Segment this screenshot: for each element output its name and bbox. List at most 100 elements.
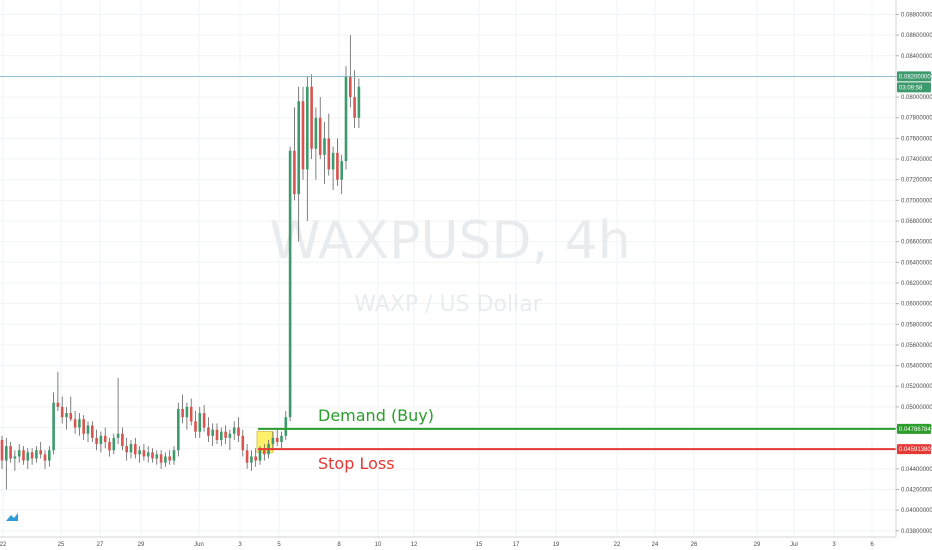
tradingview-logo-icon[interactable] bbox=[6, 513, 18, 521]
candle bbox=[275, 429, 279, 447]
y-tick-label: 0.05200000 bbox=[901, 384, 932, 390]
candle bbox=[241, 429, 245, 457]
time-axis[interactable]: 22 25 27 29 Jun 3 5 8 10 12 15 17 19 22 24 26 29 Jul 3 6 bbox=[0, 536, 896, 548]
watermark-description: WAXP / US Dollar bbox=[354, 292, 543, 317]
price-tags: 0.08200000 03:09:58 0.04786784 0.04591380 bbox=[897, 71, 931, 455]
last-price-tag-bg bbox=[897, 71, 931, 82]
y-tick-label: 0.08600000 bbox=[901, 33, 932, 39]
candle bbox=[134, 437, 137, 459]
x-tick-label: 12 bbox=[411, 542, 418, 548]
candle bbox=[168, 450, 171, 465]
candle bbox=[138, 446, 141, 463]
x-tick-label: 8 bbox=[337, 542, 341, 548]
candle bbox=[129, 439, 133, 459]
candle bbox=[353, 70, 356, 129]
countdown-tag-bg bbox=[897, 82, 931, 93]
candle bbox=[108, 437, 111, 457]
candle bbox=[172, 446, 176, 465]
demand-price-tag-bg bbox=[897, 423, 931, 434]
y-tick-label: 0.05000000 bbox=[901, 405, 932, 411]
candle bbox=[103, 427, 107, 449]
y-tick-label: 0.07200000 bbox=[901, 178, 932, 184]
y-tick-label: 0.06600000 bbox=[901, 240, 932, 246]
candle bbox=[198, 406, 202, 438]
candle bbox=[86, 421, 90, 442]
y-tick-label: 0.08000000 bbox=[901, 95, 932, 101]
candle bbox=[48, 446, 51, 467]
x-tick-label: 6 bbox=[870, 542, 874, 548]
y-tick-label: 0.04000000 bbox=[901, 508, 932, 514]
candle bbox=[323, 121, 326, 184]
candle bbox=[301, 86, 305, 180]
candle bbox=[177, 402, 180, 457]
candle bbox=[189, 398, 193, 426]
candle bbox=[228, 429, 232, 451]
x-tick-label: 17 bbox=[513, 542, 520, 548]
x-tick-label: 29 bbox=[754, 542, 761, 548]
x-tick-label: 5 bbox=[277, 542, 281, 548]
candle bbox=[349, 35, 352, 108]
candle bbox=[310, 74, 313, 160]
candle bbox=[220, 427, 223, 447]
x-tick-label: 25 bbox=[58, 542, 65, 548]
candle bbox=[297, 86, 300, 242]
candle bbox=[52, 392, 55, 455]
candles bbox=[0, 35, 361, 490]
candle bbox=[318, 97, 322, 160]
grid-lines bbox=[0, 0, 896, 537]
candle bbox=[35, 446, 38, 463]
candle bbox=[146, 446, 150, 463]
candle bbox=[280, 431, 283, 449]
x-tick-label: 29 bbox=[138, 542, 145, 548]
x-tick-label: Jul bbox=[790, 542, 798, 548]
y-tick-label: 0.04200000 bbox=[901, 487, 932, 493]
candle bbox=[99, 431, 103, 453]
candle bbox=[232, 421, 236, 440]
candle bbox=[271, 431, 275, 451]
candle bbox=[151, 448, 154, 463]
candle bbox=[181, 394, 184, 424]
candle bbox=[340, 154, 343, 195]
candle bbox=[185, 402, 189, 430]
candle bbox=[82, 415, 85, 440]
candle bbox=[39, 441, 42, 459]
y-tick-label: 0.06400000 bbox=[901, 260, 932, 266]
last-price-tag: 0.08200000 bbox=[899, 74, 931, 80]
candle bbox=[224, 425, 227, 445]
price-lines: Demand (Buy) Stop Loss bbox=[0, 76, 896, 473]
candle bbox=[288, 146, 292, 422]
candle bbox=[215, 423, 219, 445]
candle bbox=[250, 450, 253, 471]
stop-loss-label: Stop Loss bbox=[318, 454, 395, 473]
y-tick-label: 0.03800000 bbox=[901, 529, 932, 535]
candle bbox=[237, 417, 240, 442]
candle bbox=[202, 404, 206, 432]
demand-price-tag: 0.04786784 bbox=[899, 427, 931, 433]
candle bbox=[0, 435, 4, 469]
x-tick-label: 15 bbox=[476, 542, 483, 548]
y-tick-label: 0.07400000 bbox=[901, 157, 932, 163]
candle bbox=[65, 406, 68, 430]
y-tick-label: 0.06000000 bbox=[901, 302, 932, 308]
y-tick-label: 0.05600000 bbox=[901, 343, 932, 349]
x-tick-label: 10 bbox=[375, 542, 382, 548]
y-tick-label: 0.07000000 bbox=[901, 198, 932, 204]
candle bbox=[95, 429, 98, 451]
candle bbox=[17, 444, 21, 463]
candle bbox=[306, 76, 309, 221]
candle bbox=[155, 450, 159, 465]
candle bbox=[112, 433, 116, 455]
candle bbox=[344, 66, 348, 170]
price-axis[interactable]: 0.08800000 0.08600000 0.08400000 0.08200000… bbox=[895, 0, 932, 537]
y-tick-label: 0.06200000 bbox=[901, 281, 932, 287]
candle bbox=[22, 446, 25, 465]
candle bbox=[211, 423, 214, 447]
candle bbox=[293, 107, 296, 201]
candle bbox=[284, 411, 288, 440]
candle bbox=[5, 437, 8, 490]
watermark: WAXPUSD, 4h WAXP / US Dollar bbox=[269, 211, 630, 317]
candle bbox=[69, 396, 73, 422]
candle bbox=[43, 450, 47, 469]
y-tick-label: 0.07800000 bbox=[901, 116, 932, 122]
